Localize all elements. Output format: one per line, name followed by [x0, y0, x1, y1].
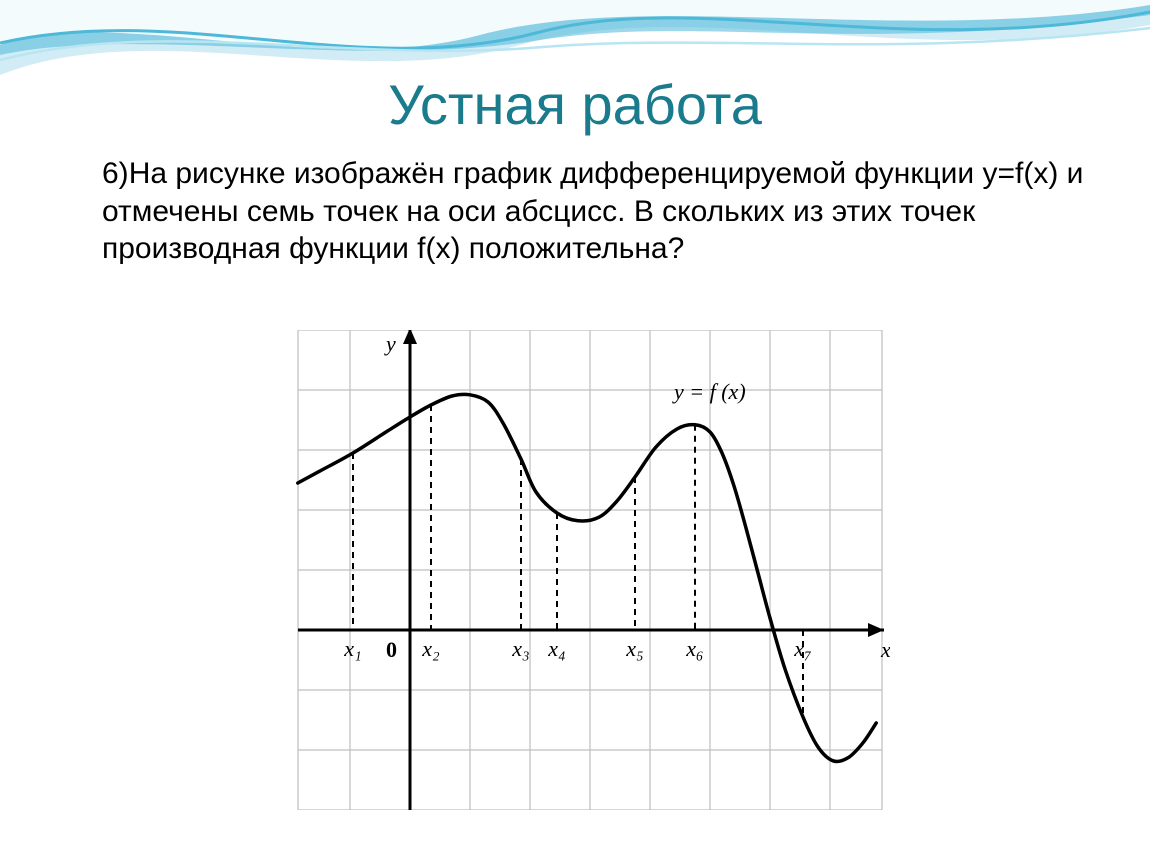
svg-text:x₅: x₅: [625, 636, 643, 661]
svg-text:0: 0: [386, 637, 397, 662]
problem-number: 6): [102, 157, 129, 190]
svg-text:x₁: x₁: [343, 636, 361, 661]
slide-title: Устная работа: [0, 72, 1150, 137]
svg-text:x: x: [880, 637, 890, 662]
svg-text:x₃: x₃: [511, 636, 529, 661]
slide: Устная работа 6)На рисунке изображён гра…: [0, 0, 1150, 864]
svg-text:y: y: [384, 331, 396, 356]
svg-text:x₆: x₆: [685, 636, 703, 661]
svg-text:x₇: x₇: [793, 636, 811, 661]
problem-text: 6)На рисунке изображён график дифференци…: [60, 155, 1100, 268]
function-chart: x₁ x₂ x₃ x₄ x₅ x₆ x₇ y x 0 y = f (x): [260, 330, 890, 810]
svg-text:y = f (x): y = f (x): [672, 379, 746, 404]
problem-body: На рисунке изображён график дифференциру…: [102, 157, 1083, 265]
svg-text:x₂: x₂: [421, 636, 440, 661]
svg-text:x₄: x₄: [547, 636, 565, 661]
